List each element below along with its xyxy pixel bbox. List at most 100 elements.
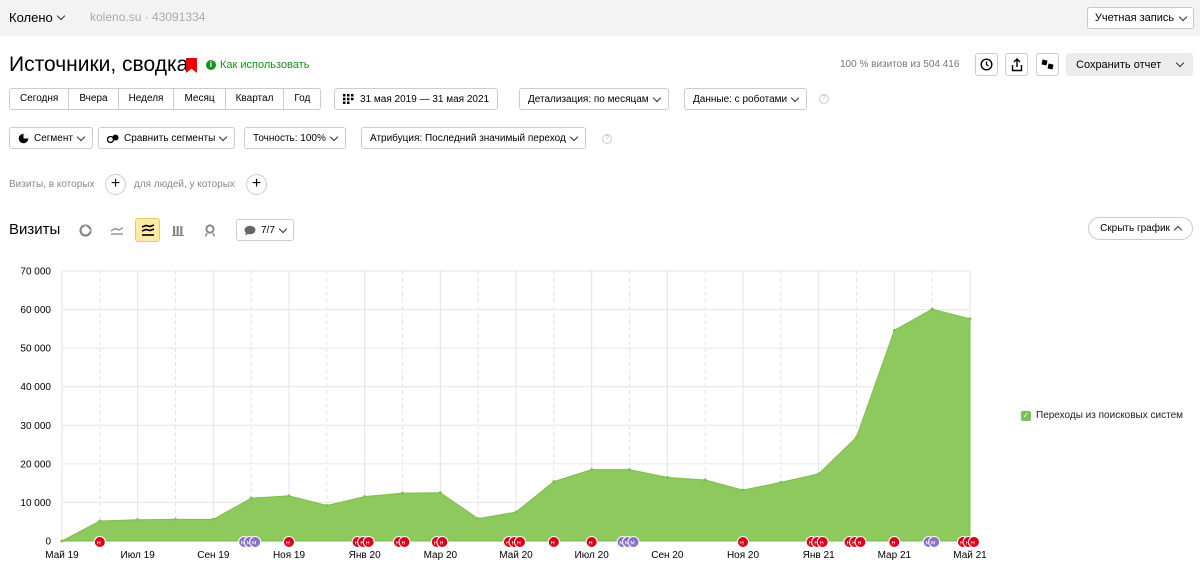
note-marker bbox=[737, 536, 749, 548]
line-chart-button[interactable] bbox=[104, 218, 129, 242]
chevron-down-icon bbox=[1178, 12, 1188, 21]
accuracy-label: Точность: 100% bbox=[253, 132, 326, 144]
x-tick-label: Июл 19 bbox=[121, 550, 156, 561]
page-title: Источники, сводка bbox=[9, 53, 189, 76]
site-host: koleno.su · 43091334 bbox=[90, 10, 206, 24]
export-button[interactable] bbox=[1005, 53, 1028, 76]
period-year[interactable]: Год bbox=[294, 93, 311, 104]
note-marker bbox=[514, 536, 526, 548]
date-range-button[interactable]: 31 мая 2019 — 31 мая 2021 bbox=[334, 88, 499, 110]
howto-link[interactable]: i Как использовать bbox=[206, 59, 309, 71]
chevron-down-icon bbox=[652, 93, 661, 102]
data-point bbox=[476, 517, 480, 521]
period-month[interactable]: Месяц bbox=[174, 89, 226, 109]
share-icon bbox=[1011, 57, 1022, 71]
note-marker-label: н bbox=[512, 540, 516, 547]
data-point bbox=[60, 539, 64, 543]
y-tick-label: 0 bbox=[45, 537, 51, 548]
note-marker bbox=[928, 536, 941, 548]
period-quarter[interactable]: Квартал bbox=[226, 89, 285, 109]
map-chart-button[interactable] bbox=[197, 218, 222, 242]
history-button[interactable] bbox=[975, 53, 998, 76]
data-point bbox=[211, 517, 215, 521]
visits-filter-label: Визиты, в которых bbox=[9, 179, 95, 190]
data-point bbox=[628, 468, 631, 472]
data-point bbox=[98, 519, 102, 523]
site-name: Колено bbox=[9, 10, 53, 25]
account-button[interactable]: Учетная запись bbox=[1087, 7, 1194, 29]
x-tick-label: Май 19 bbox=[45, 550, 79, 561]
chart-legend[interactable]: ✓ Переходы из поисковых систем bbox=[1021, 410, 1183, 421]
note-marker-label: м bbox=[252, 540, 257, 547]
site-selector[interactable]: Колено bbox=[9, 10, 65, 25]
notes-dropdown[interactable]: 7/7 bbox=[236, 219, 294, 241]
attribution-label: Атрибуция: Последний значимый переход bbox=[370, 132, 566, 144]
y-tick-label: 20 000 bbox=[20, 459, 51, 470]
note-marker-label: н bbox=[589, 540, 593, 547]
y-tick-label: 10 000 bbox=[20, 498, 51, 509]
chevron-down-icon bbox=[569, 132, 579, 141]
data-label: Данные: с роботами bbox=[693, 93, 788, 105]
y-tick-label: 70 000 bbox=[20, 267, 51, 278]
people-filter-label: для людей, у которых bbox=[134, 179, 235, 190]
accuracy-dropdown[interactable]: Точность: 100% bbox=[244, 127, 346, 149]
note-marker-label: н bbox=[396, 540, 400, 547]
chevron-down-icon bbox=[219, 132, 228, 141]
period-week[interactable]: Неделя bbox=[119, 89, 175, 109]
note-marker-label: н bbox=[506, 540, 510, 547]
settings-button[interactable] bbox=[1036, 53, 1059, 76]
note-marker-label: н bbox=[439, 540, 443, 547]
period-yesterday[interactable]: Вчера bbox=[69, 89, 119, 109]
save-report-button[interactable]: Сохранить отчет bbox=[1066, 53, 1193, 76]
add-people-filter-button[interactable]: + bbox=[246, 174, 267, 195]
note-marker-label: н bbox=[286, 540, 290, 547]
bar-chart-button[interactable] bbox=[166, 218, 191, 242]
note-marker-label: н bbox=[809, 540, 813, 547]
compare-segments-dropdown[interactable]: Сравнить сегменты bbox=[98, 127, 236, 149]
detail-label: Детализация: по месяцам bbox=[528, 93, 649, 105]
help-icon[interactable]: ? bbox=[602, 134, 612, 144]
chevron-down-icon bbox=[76, 132, 86, 141]
add-visit-filter-button[interactable]: + bbox=[105, 174, 126, 195]
x-tick-label: Янв 20 bbox=[349, 550, 381, 561]
blocks-icon bbox=[1041, 59, 1054, 70]
data-point bbox=[665, 475, 669, 479]
x-tick-label: Янв 21 bbox=[803, 550, 835, 561]
help-icon[interactable]: ? bbox=[819, 94, 829, 104]
note-marker-label: н bbox=[858, 540, 862, 547]
data-dropdown[interactable]: Данные: с роботами bbox=[684, 88, 808, 110]
y-tick-label: 60 000 bbox=[20, 305, 51, 316]
segment-label: Сегмент bbox=[34, 132, 73, 144]
note-marker bbox=[398, 536, 411, 548]
note-marker bbox=[585, 536, 598, 548]
area-chart-icon bbox=[141, 224, 154, 236]
bookmark-icon[interactable] bbox=[186, 58, 197, 73]
pie-icon bbox=[18, 133, 29, 143]
detail-dropdown[interactable]: Детализация: по месяцам bbox=[519, 88, 669, 110]
pie-chart-button[interactable] bbox=[73, 218, 98, 242]
chart-metric-label: Визиты bbox=[9, 221, 61, 238]
note-marker-label: н bbox=[402, 540, 406, 547]
map-pin-icon bbox=[204, 223, 215, 237]
account-label: Учетная запись bbox=[1094, 12, 1175, 24]
segment-dropdown[interactable]: Сегмент bbox=[9, 127, 93, 149]
info-icon: i bbox=[206, 60, 216, 70]
note-marker-label: н bbox=[740, 540, 744, 547]
note-marker bbox=[436, 536, 449, 548]
note-marker-label: м bbox=[625, 540, 630, 547]
note-marker bbox=[816, 536, 829, 548]
hide-chart-button[interactable]: Скрыть график bbox=[1088, 217, 1193, 240]
legend-checkbox-icon[interactable]: ✓ bbox=[1021, 410, 1031, 421]
note-marker-label: н bbox=[814, 540, 818, 547]
y-tick-label: 30 000 bbox=[20, 421, 51, 432]
period-today[interactable]: Сегодня bbox=[10, 89, 70, 109]
chevron-down-icon bbox=[1175, 58, 1185, 68]
notes-count: 7/7 bbox=[261, 224, 275, 236]
data-point bbox=[287, 494, 291, 498]
note-marker-label: н bbox=[551, 540, 555, 547]
area-chart-button[interactable] bbox=[135, 218, 160, 242]
attribution-dropdown[interactable]: Атрибуция: Последний значимый переход bbox=[361, 127, 586, 149]
top-bar: Колено koleno.su · 43091334 Учетная запи… bbox=[0, 0, 1200, 36]
note-marker-label: н bbox=[820, 540, 824, 547]
note-marker-label: н bbox=[517, 540, 521, 547]
